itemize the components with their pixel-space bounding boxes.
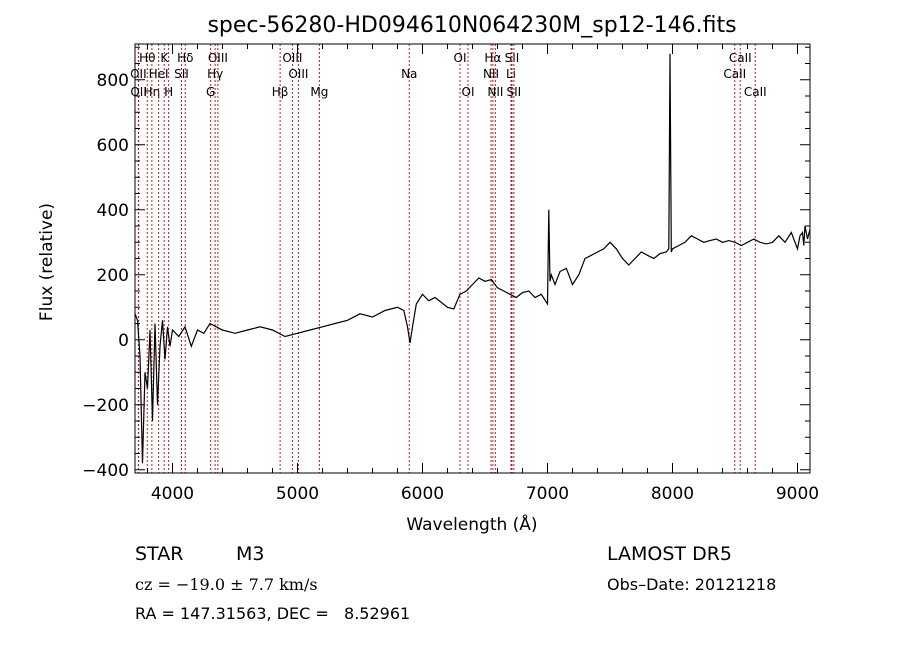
line-marker-label: OII (130, 85, 147, 99)
line-marker-label: SII (507, 85, 522, 99)
line-marker-label: H (164, 85, 173, 99)
y-tick-label: 800 (97, 71, 129, 91)
line-marker-label: NII (487, 85, 503, 99)
object-subclass: M3 (236, 543, 264, 565)
x-tick-label: 4000 (151, 484, 194, 504)
line-marker-label: K (160, 51, 169, 65)
line-marker-label: OI (454, 51, 467, 65)
line-marker-label: Mg (310, 85, 328, 99)
redshift-velocity: cz = −19.0 ± 7.7 km/s (135, 575, 318, 594)
line-marker-label: Hγ (207, 67, 223, 81)
line-marker-label: Hη (144, 85, 161, 99)
line-marker-label: OIII (208, 51, 228, 65)
y-tick-label: 200 (97, 266, 129, 286)
line-marker-label: Hα (484, 51, 501, 65)
y-tick-label: 400 (97, 201, 129, 221)
x-axis-label: Wavelength (Å) (406, 513, 537, 535)
line-marker-label: Hδ (177, 51, 193, 65)
line-marker-label: CaII (729, 51, 752, 65)
y-axis-ticks: −400 −200 0 200 400 600 800 (82, 46, 810, 481)
line-marker-label: OI (462, 85, 475, 99)
x-axis-ticks: 4000 5000 6000 7000 8000 9000 (147, 44, 819, 504)
spectrum-line (134, 53, 811, 464)
line-marker-label: Li (506, 67, 516, 81)
line-marker-label: SII (174, 67, 189, 81)
survey-name: LAMOST DR5 (607, 543, 732, 565)
line-marker-label: OIII (282, 51, 302, 65)
line-marker-label: NII (483, 67, 499, 81)
sky-coordinates: RA = 147.31563, DEC = 8.52961 (135, 604, 410, 623)
line-marker-label: HeI (149, 67, 169, 81)
line-marker-label: OIII (288, 67, 308, 81)
y-tick-label: 600 (97, 136, 129, 156)
x-tick-label: 6000 (401, 484, 444, 504)
line-marker-label: CaII (744, 85, 767, 99)
y-axis-label: Flux (relative) (37, 203, 57, 321)
y-tick-label: −200 (82, 396, 129, 416)
line-marker-label: CaII (723, 67, 746, 81)
object-class: STAR (135, 543, 183, 565)
x-tick-label: 7000 (526, 484, 569, 504)
x-tick-label: 9000 (776, 484, 819, 504)
y-tick-label: −400 (82, 461, 129, 481)
observation-date: Obs–Date: 20121218 (607, 575, 776, 594)
y-tick-label: 0 (118, 331, 129, 351)
plot-frame (134, 43, 811, 474)
line-marker-label: Hβ (272, 85, 289, 99)
line-marker-label: G (206, 85, 215, 99)
chart-title: spec-56280-HD094610N064230M_sp12-146.fit… (207, 13, 736, 38)
line-marker-label: Na (401, 67, 417, 81)
line-marker-label: Hθ (139, 51, 155, 65)
x-tick-label: 8000 (651, 484, 694, 504)
line-marker-label: SII (505, 51, 520, 65)
x-tick-label: 5000 (276, 484, 319, 504)
